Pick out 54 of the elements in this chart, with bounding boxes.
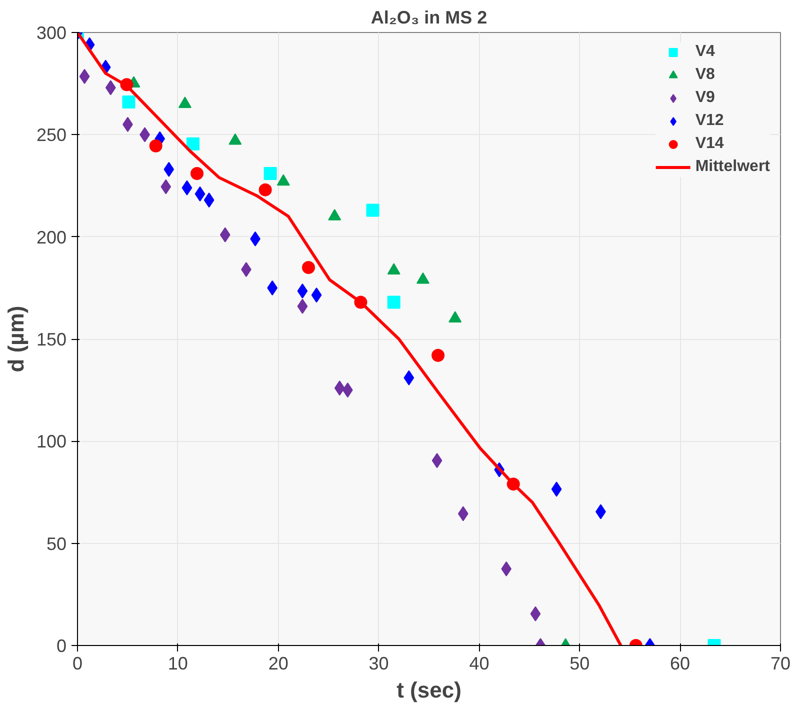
point <box>342 382 353 398</box>
x-tick-label: 30 <box>368 654 389 674</box>
point <box>160 179 172 194</box>
y-axis-title: d (µm) <box>3 306 28 372</box>
legend-label: V8 <box>695 66 716 84</box>
x-tick-label: 60 <box>670 654 690 674</box>
point <box>448 311 462 323</box>
point <box>194 186 206 202</box>
point <box>79 68 90 84</box>
legend-label: V14 <box>695 135 724 153</box>
x-tick-label: 40 <box>469 654 490 674</box>
point <box>149 139 162 152</box>
point <box>297 283 308 298</box>
x-tick-label: 0 <box>72 654 83 674</box>
x-tick-label: 50 <box>570 654 590 674</box>
y-tick-label: 250 <box>36 125 67 146</box>
point <box>105 80 116 96</box>
point <box>311 288 322 303</box>
point <box>432 453 442 468</box>
y-tick-label: 0 <box>56 636 67 656</box>
point <box>264 166 277 180</box>
x-tick-label: 20 <box>268 654 288 674</box>
x-axis-title: t (sec) <box>396 678 462 702</box>
y-tick-label: 200 <box>36 227 67 248</box>
point <box>182 180 192 196</box>
legend-label: V4 <box>695 43 716 61</box>
point <box>220 227 230 242</box>
y-tick-label: 300 <box>36 23 67 43</box>
point <box>302 260 315 274</box>
chart-title: Al₂O₃ in MS 2 <box>370 8 488 28</box>
point <box>190 167 204 180</box>
point <box>258 183 272 196</box>
legend-label: V12 <box>695 112 724 130</box>
point <box>551 482 562 497</box>
point <box>122 95 136 108</box>
point <box>164 162 174 177</box>
point <box>404 370 414 386</box>
legend-label: V9 <box>695 89 716 107</box>
y-tick-label: 50 <box>46 534 67 554</box>
x-tick-label: 70 <box>770 654 791 674</box>
point <box>387 263 400 275</box>
point <box>366 204 380 217</box>
point <box>530 606 541 622</box>
point <box>387 296 400 309</box>
legend-label: Mittelwert <box>695 158 770 176</box>
point <box>334 380 345 396</box>
y-tick-label: 100 <box>36 432 67 452</box>
point <box>204 192 214 208</box>
y-tick-label: 150 <box>36 330 67 350</box>
point <box>432 348 445 362</box>
point <box>458 506 468 522</box>
x-tick-label: 10 <box>168 654 188 674</box>
point <box>297 298 308 314</box>
point <box>186 137 200 150</box>
